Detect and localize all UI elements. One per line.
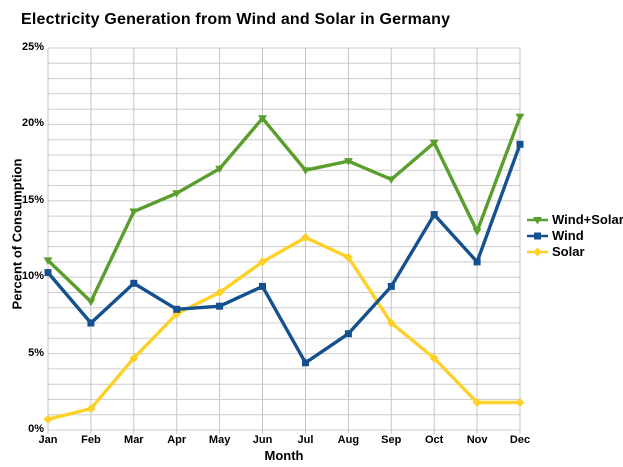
y-tick-label-10pct: 10% bbox=[21, 270, 44, 283]
x-axis-title: Month bbox=[264, 448, 304, 463]
series-line-solar bbox=[47, 235, 520, 421]
legend-label-wind: Wind bbox=[552, 228, 584, 243]
data-point-marker-triangle bbox=[515, 113, 525, 122]
legend: Wind+Solar Wind Solar bbox=[527, 212, 623, 259]
y-tick-label-5pct: 5% bbox=[28, 346, 44, 359]
series-wind bbox=[44, 140, 524, 367]
legend-label-wind-solar: Wind+Solar bbox=[552, 212, 623, 227]
x-tick-label-nov: Nov bbox=[466, 434, 488, 446]
data-point-marker-triangle bbox=[343, 158, 353, 166]
data-point-marker-diamond bbox=[86, 404, 96, 414]
series-line-wind-solar bbox=[46, 115, 522, 305]
data-point-marker-diamond bbox=[301, 233, 310, 242]
series-line-wind bbox=[46, 143, 522, 366]
data-point-marker-square bbox=[87, 319, 95, 327]
data-point-marker-diamond bbox=[472, 398, 482, 407]
legend-label-solar: Solar bbox=[552, 244, 585, 259]
data-point-marker-square bbox=[430, 211, 438, 219]
data-point-marker-square bbox=[534, 232, 541, 239]
x-tick-label-apr: Apr bbox=[167, 434, 187, 446]
legend-item-solar: Solar bbox=[527, 244, 623, 259]
legend-marker-triangle-down-icon bbox=[527, 216, 548, 224]
x-tick-label-jun: Jun bbox=[252, 434, 273, 446]
data-point-marker-square bbox=[473, 258, 481, 266]
data-point-marker-diamond bbox=[129, 353, 139, 363]
data-point-marker-triangle bbox=[429, 139, 439, 148]
x-tick-label-aug: Aug bbox=[337, 434, 360, 446]
data-point-marker-diamond bbox=[43, 414, 53, 424]
data-point-marker-triangle bbox=[472, 228, 482, 236]
x-tick-label-jan: Jan bbox=[38, 434, 58, 446]
y-tick-label-0pct: 0% bbox=[28, 423, 44, 435]
data-point-marker-triangle bbox=[301, 167, 310, 175]
x-tick-label-dec: Dec bbox=[509, 434, 531, 446]
data-point-marker-triangle bbox=[172, 190, 182, 198]
legend-item-wind: Wind bbox=[527, 228, 623, 243]
gridlines bbox=[47, 47, 521, 434]
y-tick-label-15pct: 15% bbox=[21, 193, 44, 206]
data-point-marker-triangle bbox=[215, 165, 225, 174]
data-point-marker-diamond bbox=[258, 257, 267, 267]
data-point-marker-diamond bbox=[429, 353, 439, 363]
data-point-marker-square bbox=[173, 305, 181, 313]
series-wind-solar bbox=[43, 113, 525, 307]
data-point-marker-square bbox=[130, 279, 138, 287]
data-point-marker-diamond bbox=[215, 288, 225, 297]
data-point-marker-triangle bbox=[533, 216, 542, 224]
y-tick-label-20pct: 20% bbox=[21, 117, 44, 130]
legend-item-wind-solar: Wind+Solar bbox=[527, 212, 623, 227]
x-tick-label-oct: Oct bbox=[425, 434, 444, 446]
data-point-marker-square bbox=[387, 282, 395, 290]
y-tick-label-25pct: 25% bbox=[21, 41, 44, 53]
x-tick-label-feb: Feb bbox=[81, 434, 101, 446]
data-point-marker-diamond bbox=[343, 252, 353, 262]
data-point-marker-diamond bbox=[386, 318, 396, 328]
data-point-marker-triangle bbox=[386, 176, 396, 184]
data-point-marker-square bbox=[44, 269, 52, 277]
x-tick-label-sep: Sep bbox=[381, 434, 402, 446]
data-point-marker-diamond bbox=[515, 398, 525, 407]
data-point-marker-square bbox=[344, 330, 352, 338]
x-tick-label-may: May bbox=[208, 434, 231, 446]
x-tick-label-mar: Mar bbox=[124, 434, 144, 446]
data-point-marker-square bbox=[259, 282, 266, 290]
data-point-marker-triangle bbox=[258, 115, 267, 123]
data-point-marker-diamond bbox=[533, 247, 542, 256]
legend-marker-square-icon bbox=[527, 232, 548, 239]
data-point-marker-triangle bbox=[129, 208, 139, 216]
data-point-marker-triangle bbox=[86, 298, 96, 307]
data-point-marker-square bbox=[516, 140, 524, 148]
chart-title: Electricity Generation from Wind and Sol… bbox=[21, 11, 451, 28]
legend-marker-diamond-icon bbox=[527, 247, 548, 256]
data-point-marker-triangle bbox=[43, 257, 53, 265]
data-point-marker-square bbox=[302, 359, 309, 367]
series-solar bbox=[43, 233, 525, 424]
data-point-marker-square bbox=[216, 302, 224, 310]
x-tick-label-jul: Jul bbox=[297, 434, 314, 446]
